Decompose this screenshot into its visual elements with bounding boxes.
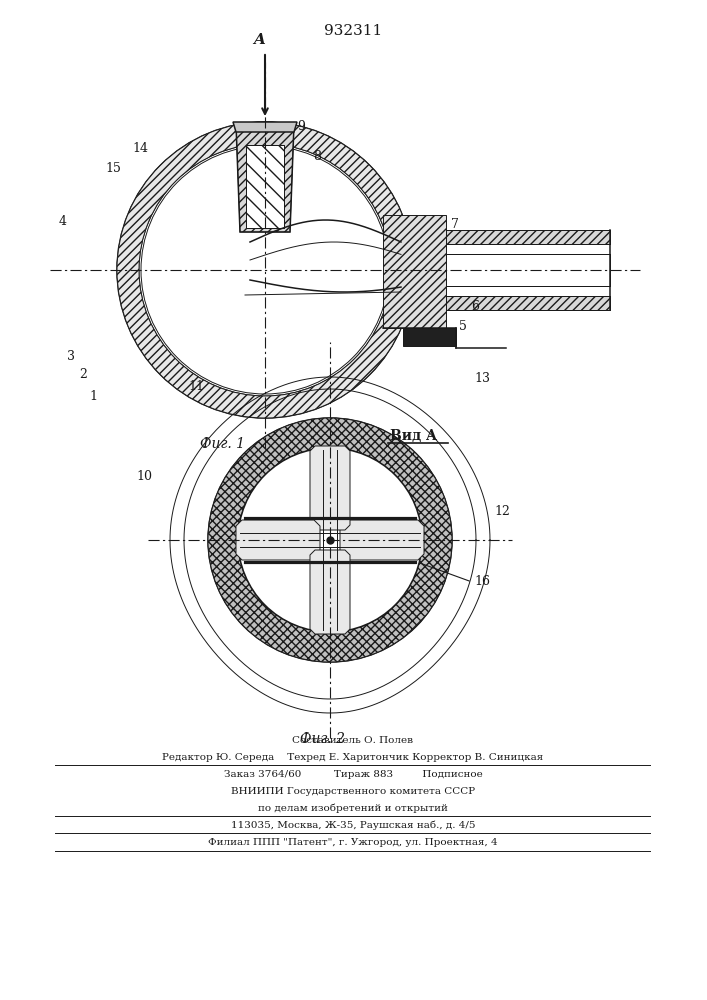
Polygon shape xyxy=(236,124,294,232)
Bar xyxy=(446,254,610,286)
Bar xyxy=(446,230,610,244)
Text: Заказ 3764/60          Тираж 883         Подписное: Заказ 3764/60 Тираж 883 Подписное xyxy=(223,770,482,779)
Polygon shape xyxy=(233,122,297,132)
Text: Составитель О. Полев: Составитель О. Полев xyxy=(293,736,414,745)
Polygon shape xyxy=(246,145,284,228)
Circle shape xyxy=(208,418,452,662)
Text: по делам изобретений и открытий: по делам изобретений и открытий xyxy=(258,804,448,813)
Text: 14: 14 xyxy=(132,142,148,155)
Text: 1: 1 xyxy=(89,390,97,403)
Text: 11: 11 xyxy=(188,380,204,393)
Text: 10: 10 xyxy=(136,470,152,483)
Text: 113035, Москва, Ж-35, Раушская наб., д. 4/5: 113035, Москва, Ж-35, Раушская наб., д. … xyxy=(230,820,475,830)
Text: 15: 15 xyxy=(105,162,121,175)
Text: 932311: 932311 xyxy=(324,24,382,38)
Circle shape xyxy=(238,448,422,632)
Bar xyxy=(240,533,420,547)
Text: Фиг. 1: Фиг. 1 xyxy=(200,437,245,451)
Text: 5: 5 xyxy=(459,320,467,333)
Text: 9: 9 xyxy=(297,120,305,133)
Text: Редактор Ю. Середа    Техред Е. Харитончик Корректор В. Синицкая: Редактор Ю. Середа Техред Е. Харитончик … xyxy=(163,753,544,762)
Bar xyxy=(383,215,446,328)
Polygon shape xyxy=(310,446,350,530)
Circle shape xyxy=(141,146,389,394)
Text: 12: 12 xyxy=(494,505,510,518)
Text: 4: 4 xyxy=(59,215,67,228)
Text: 3: 3 xyxy=(67,350,75,363)
Text: 13: 13 xyxy=(474,372,490,385)
Text: Филиал ППП "Патент", г. Ужгород, ул. Проектная, 4: Филиал ППП "Патент", г. Ужгород, ул. Про… xyxy=(208,838,498,847)
Polygon shape xyxy=(310,550,350,634)
Text: 16: 16 xyxy=(474,575,490,588)
Bar xyxy=(403,328,456,346)
Bar xyxy=(446,296,610,310)
Text: A: A xyxy=(253,33,265,47)
Text: Фиг. 2: Фиг. 2 xyxy=(300,732,345,746)
Polygon shape xyxy=(340,520,424,560)
Text: 7: 7 xyxy=(451,218,459,231)
Text: 8: 8 xyxy=(313,150,321,163)
Text: ВНИИПИ Государственного комитета СССР: ВНИИПИ Государственного комитета СССР xyxy=(231,787,475,796)
Polygon shape xyxy=(236,520,320,560)
Text: 2: 2 xyxy=(79,368,87,381)
Text: Вид A: Вид A xyxy=(390,429,437,443)
Bar xyxy=(323,450,337,630)
Text: 6: 6 xyxy=(471,300,479,313)
